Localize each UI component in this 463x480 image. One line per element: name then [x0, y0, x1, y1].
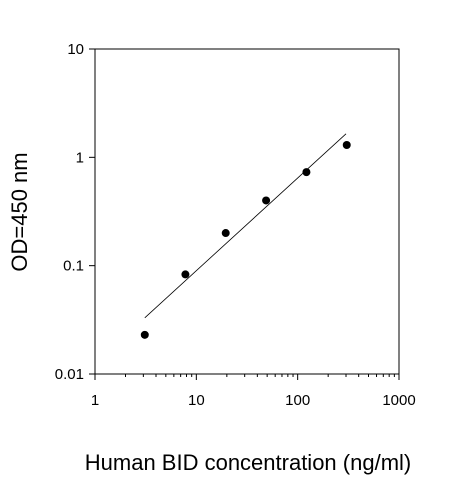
data-point [262, 196, 271, 205]
x-tick-label: 100 [285, 392, 310, 409]
y-axis-title: OD=450 nm [7, 152, 32, 271]
data-point [342, 140, 351, 149]
data-point [302, 168, 311, 177]
x-axis-title: Human BID concentration (ng/ml) [85, 450, 411, 475]
y-tick-label: 1 [76, 149, 84, 166]
fit-line-group [144, 133, 347, 319]
fit-line [144, 133, 347, 319]
y-axis-ticks: 0.01 0.1 1 10 [55, 41, 95, 383]
plot-area-border [94, 48, 400, 375]
plot-frame [94, 48, 400, 375]
y-tick-label: 10 [67, 41, 84, 58]
data-point [221, 229, 230, 238]
y-tick-label: 0.01 [55, 366, 84, 383]
data-points [140, 140, 351, 339]
data-point [140, 330, 149, 339]
x-tick-label: 10 [188, 392, 205, 409]
x-axis-ticks: 1 10 100 1000 [91, 374, 416, 409]
y-tick-label: 0.1 [63, 258, 84, 275]
x-tick-label: 1 [91, 392, 99, 409]
x-tick-label: 1000 [382, 392, 415, 409]
data-point [181, 270, 190, 279]
